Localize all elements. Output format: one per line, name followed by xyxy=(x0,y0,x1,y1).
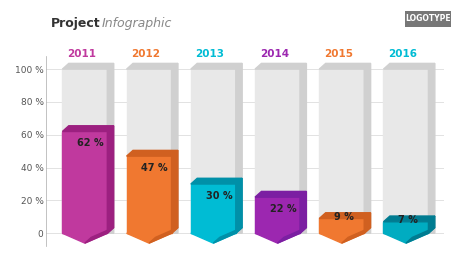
Text: 62 %: 62 % xyxy=(77,138,104,148)
Polygon shape xyxy=(171,63,178,233)
Bar xyxy=(63,69,107,233)
Polygon shape xyxy=(364,213,370,233)
Polygon shape xyxy=(383,233,428,243)
Polygon shape xyxy=(255,233,300,243)
Polygon shape xyxy=(428,63,435,233)
Polygon shape xyxy=(63,126,114,132)
Text: 7 %: 7 % xyxy=(398,215,418,225)
Polygon shape xyxy=(149,228,178,243)
Text: 2012: 2012 xyxy=(131,49,160,59)
Polygon shape xyxy=(319,213,370,218)
Polygon shape xyxy=(319,63,370,69)
Bar xyxy=(319,69,364,233)
Polygon shape xyxy=(63,233,107,243)
Polygon shape xyxy=(126,63,178,69)
Bar xyxy=(319,218,364,233)
Text: 2013: 2013 xyxy=(195,49,225,59)
Bar xyxy=(383,69,428,233)
Bar xyxy=(126,69,171,233)
Polygon shape xyxy=(107,63,114,233)
Polygon shape xyxy=(213,228,242,243)
Text: 2015: 2015 xyxy=(324,49,353,59)
Bar xyxy=(255,69,300,233)
Polygon shape xyxy=(85,228,114,243)
Polygon shape xyxy=(364,63,370,233)
Polygon shape xyxy=(342,228,370,243)
Bar xyxy=(191,184,236,233)
Polygon shape xyxy=(383,216,435,222)
Polygon shape xyxy=(236,63,242,233)
Text: 2014: 2014 xyxy=(260,49,289,59)
Bar xyxy=(126,156,171,233)
Bar xyxy=(191,69,236,233)
Polygon shape xyxy=(319,233,364,243)
Bar xyxy=(383,222,428,233)
Polygon shape xyxy=(126,150,178,156)
Polygon shape xyxy=(277,228,307,243)
Text: 2011: 2011 xyxy=(67,49,96,59)
Polygon shape xyxy=(191,63,242,69)
Polygon shape xyxy=(236,178,242,233)
Polygon shape xyxy=(300,63,307,233)
Bar xyxy=(63,132,107,233)
Polygon shape xyxy=(171,150,178,233)
Polygon shape xyxy=(406,228,435,243)
Polygon shape xyxy=(63,63,114,69)
Polygon shape xyxy=(300,192,307,233)
Text: Project: Project xyxy=(51,17,100,30)
Text: 47 %: 47 % xyxy=(141,163,168,172)
Text: Infographic: Infographic xyxy=(102,17,172,30)
Bar xyxy=(255,197,300,233)
Text: 22 %: 22 % xyxy=(270,204,296,214)
Polygon shape xyxy=(428,216,435,233)
Polygon shape xyxy=(126,233,171,243)
Text: 2016: 2016 xyxy=(388,49,417,59)
Polygon shape xyxy=(107,126,114,233)
Polygon shape xyxy=(191,233,236,243)
Text: 30 %: 30 % xyxy=(206,190,232,200)
Polygon shape xyxy=(191,178,242,184)
Polygon shape xyxy=(255,192,307,197)
Polygon shape xyxy=(255,63,307,69)
Text: LOGOTYPE: LOGOTYPE xyxy=(406,14,451,24)
Polygon shape xyxy=(383,63,435,69)
Text: 9 %: 9 % xyxy=(334,212,354,222)
